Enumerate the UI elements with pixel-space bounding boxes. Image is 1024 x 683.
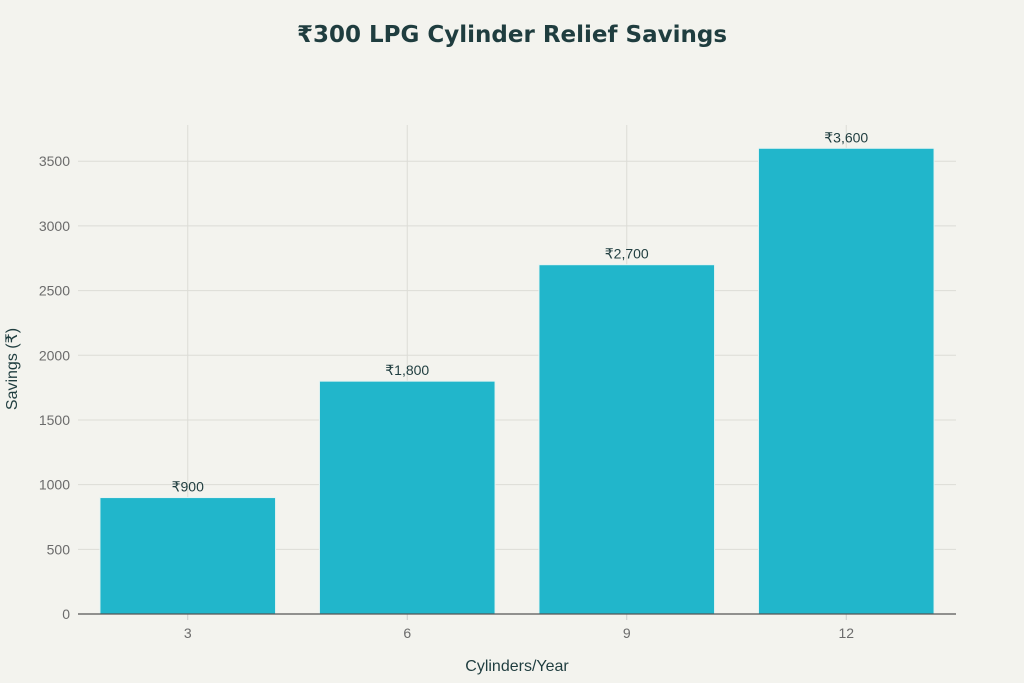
x-tick-label: 3 — [184, 625, 192, 641]
x-axis-label: Cylinders/Year — [465, 658, 569, 675]
y-tick-label: 2000 — [39, 347, 70, 363]
bar — [757, 147, 935, 615]
x-tick-label: 12 — [838, 625, 854, 641]
y-tick-label: 3000 — [39, 218, 70, 234]
x-tick-label: 9 — [623, 625, 631, 641]
y-tick-label: 1500 — [39, 412, 70, 428]
data-label: ₹1,800 — [385, 362, 429, 378]
y-tick-label: 1000 — [39, 477, 70, 493]
chart-title: ₹300 LPG Cylinder Relief Savings — [296, 22, 728, 48]
bar — [318, 380, 496, 615]
y-axis-label: Savings (₹) — [4, 328, 21, 410]
bar — [99, 497, 277, 615]
data-label: ₹3,600 — [824, 129, 868, 145]
y-tick-label: 500 — [47, 541, 71, 557]
y-tick-label: 2500 — [39, 283, 70, 299]
data-label: ₹900 — [172, 479, 204, 495]
y-tick-label: 0 — [62, 606, 70, 622]
data-label: ₹2,700 — [605, 246, 649, 262]
x-tick-label: 6 — [403, 625, 411, 641]
bar — [538, 264, 716, 615]
y-tick-label: 3500 — [39, 153, 70, 169]
